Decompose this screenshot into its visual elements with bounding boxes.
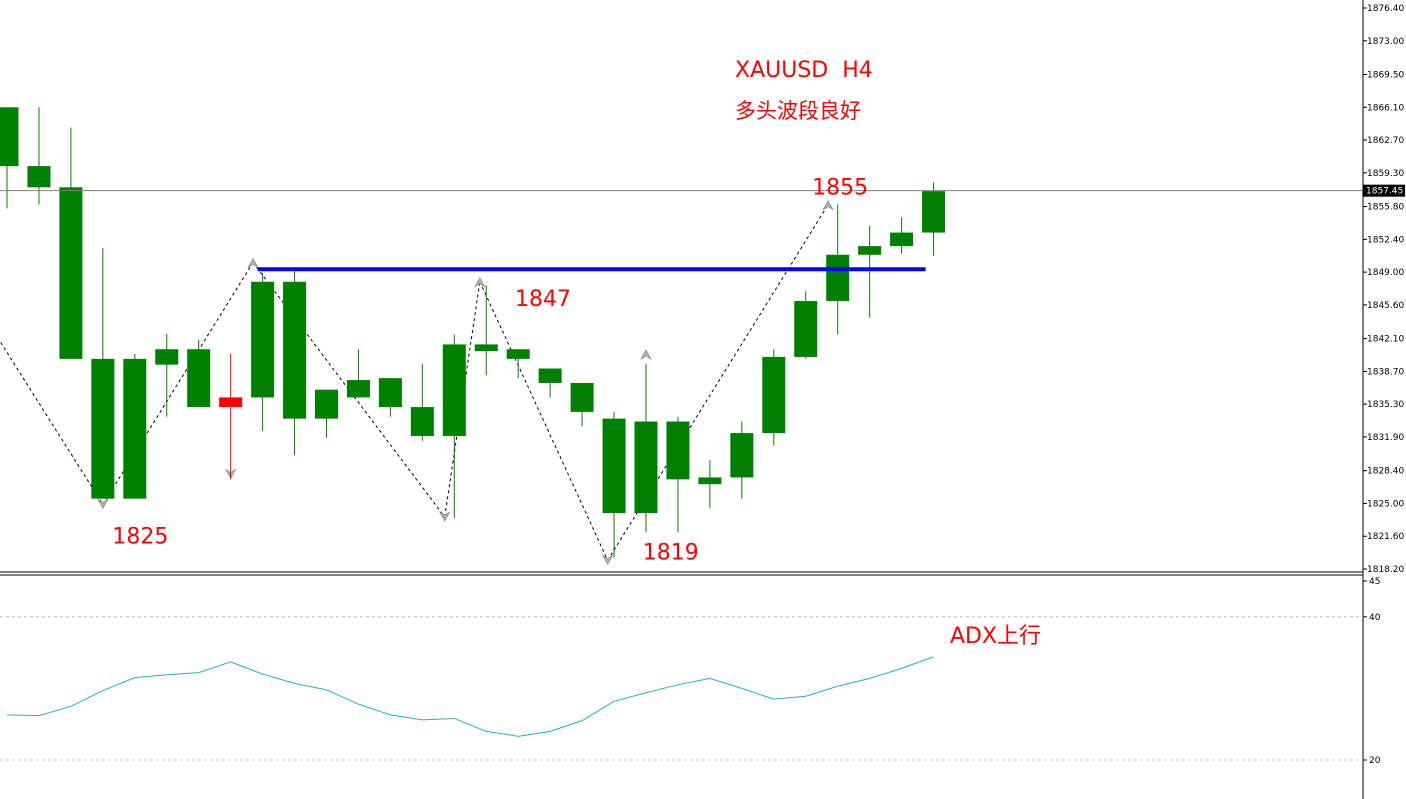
price-tick-label: 1828.40 bbox=[1367, 467, 1404, 477]
price-annotation: 1847 bbox=[515, 287, 571, 312]
candle-body bbox=[826, 254, 850, 302]
adx-note: ADX上行 bbox=[950, 624, 1041, 649]
price-annotation: 1825 bbox=[112, 524, 168, 549]
candle-body bbox=[794, 301, 818, 357]
current-price-label: 1857.45 bbox=[1366, 187, 1403, 197]
candle-body bbox=[283, 281, 307, 419]
candle-body bbox=[187, 349, 211, 408]
candle-body bbox=[730, 433, 754, 478]
adx-axis: 45 40 20 bbox=[1363, 577, 1381, 766]
price-tick-label: 1869.50 bbox=[1367, 71, 1404, 81]
zigzag-segment bbox=[252, 262, 446, 518]
price-tick-label: 1852.40 bbox=[1367, 235, 1404, 245]
adx-tick-label: 20 bbox=[1369, 756, 1381, 766]
price-tick-label: 1838.70 bbox=[1367, 367, 1404, 377]
price-tick-label: 1835.30 bbox=[1367, 400, 1404, 410]
price-tick-label: 1859.30 bbox=[1367, 169, 1404, 179]
candle-body bbox=[378, 378, 402, 408]
annotations-layer: 1825 1847 1819 1855 bbox=[112, 175, 868, 565]
chart-title: XAUUSD H4 bbox=[735, 58, 873, 83]
candle-body bbox=[602, 418, 626, 514]
price-axis: 1876.40 1873.00 1869.50 1866.10 1862.70 1859.… bbox=[1363, 4, 1404, 575]
candle-body bbox=[410, 407, 434, 436]
candle-body bbox=[123, 358, 147, 499]
price-tick-label: 1849.00 bbox=[1367, 268, 1404, 278]
adx-line bbox=[6, 656, 934, 737]
candle-body bbox=[570, 382, 594, 412]
candle-body bbox=[59, 187, 83, 359]
adx-tick-label: 45 bbox=[1369, 577, 1380, 587]
candle-body bbox=[858, 246, 882, 255]
price-tick-label: 1831.90 bbox=[1367, 433, 1404, 443]
zigzag-arrow-marker bbox=[822, 200, 834, 211]
candle-body bbox=[698, 477, 722, 485]
zigzag-arrow-marker bbox=[438, 511, 451, 522]
adx-panel: 45 40 20 ADX上行 bbox=[0, 577, 1381, 766]
candle-body bbox=[155, 349, 179, 365]
candle-body bbox=[219, 397, 243, 408]
fractal-arrow-marker bbox=[640, 349, 652, 360]
candle-body bbox=[634, 421, 658, 514]
price-tick-label: 1862.70 bbox=[1367, 136, 1404, 146]
candle-body bbox=[346, 380, 370, 398]
candle-body bbox=[538, 368, 562, 383]
candle-body bbox=[251, 281, 275, 398]
zigzag-arrow-marker bbox=[97, 498, 109, 510]
price-tick-label: 1842.10 bbox=[1367, 335, 1404, 345]
price-tick-label: 1821.60 bbox=[1367, 532, 1404, 542]
candle-body bbox=[922, 191, 946, 233]
adx-levels bbox=[0, 616, 1363, 761]
price-tick-label: 1825.00 bbox=[1367, 499, 1404, 509]
current-price-box bbox=[1363, 184, 1405, 197]
candle-body bbox=[474, 344, 498, 352]
candle-body bbox=[762, 356, 786, 434]
zigzag-arrow-marker bbox=[601, 554, 614, 565]
candles-layer bbox=[0, 107, 946, 558]
price-tick-label: 1866.10 bbox=[1367, 103, 1404, 113]
candle-body bbox=[27, 166, 51, 188]
candle-body bbox=[666, 421, 690, 480]
price-tick-label: 1876.40 bbox=[1367, 4, 1404, 14]
zigzag-segment bbox=[0, 340, 104, 505]
adx-tick-label: 40 bbox=[1369, 613, 1381, 623]
price-tick-label: 1845.60 bbox=[1367, 301, 1404, 311]
price-tick-label: 1818.20 bbox=[1367, 565, 1404, 575]
zigzag-arrow-marker bbox=[474, 277, 486, 288]
candle-body bbox=[506, 349, 530, 359]
candle-body bbox=[442, 344, 466, 436]
candle-body bbox=[91, 358, 115, 499]
zigzag-segment bbox=[607, 204, 829, 561]
price-annotation: 1819 bbox=[643, 541, 699, 566]
chart-note: 多头波段良好 bbox=[735, 99, 861, 123]
candle-body bbox=[890, 232, 914, 247]
candle-body bbox=[0, 107, 19, 167]
candle-body bbox=[315, 389, 338, 419]
price-tick-label: 1873.00 bbox=[1367, 37, 1404, 47]
price-tick-label: 1855.80 bbox=[1367, 203, 1404, 213]
zigzag-segment bbox=[444, 281, 481, 518]
price-annotation: 1855 bbox=[812, 175, 868, 200]
